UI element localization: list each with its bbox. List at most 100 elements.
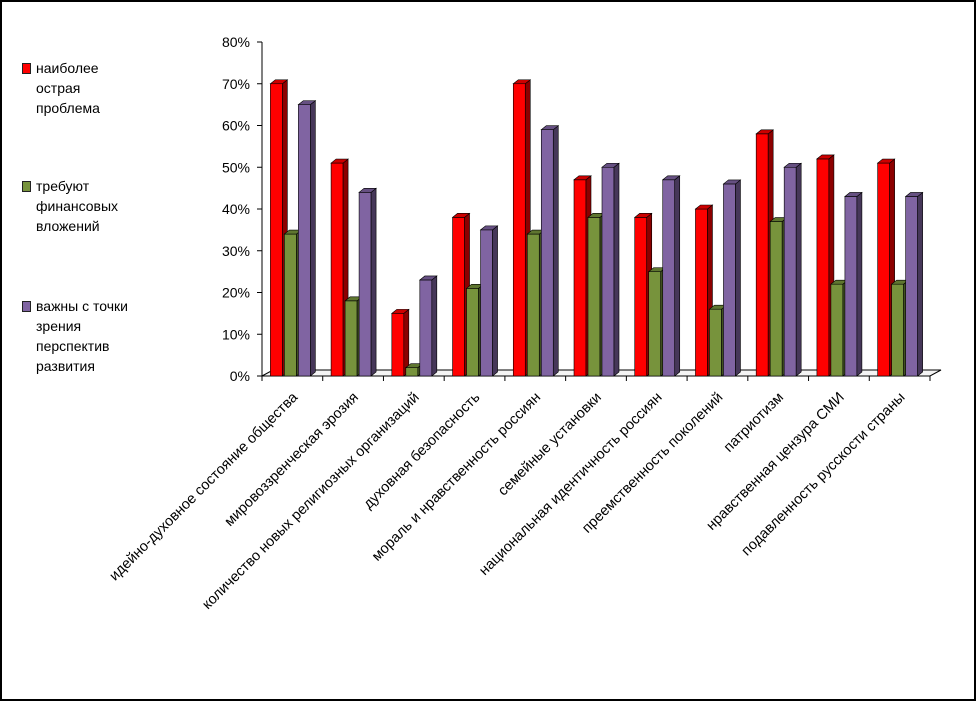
bar: [722, 179, 742, 377]
bar-top: [661, 175, 681, 181]
bar-side: [310, 100, 316, 377]
legend-label: наиболее острая проблема: [36, 60, 100, 116]
bar-front: [601, 166, 615, 377]
bar-front: [844, 196, 858, 377]
bar: [269, 79, 289, 377]
bar-front: [648, 271, 662, 377]
bar-side: [674, 175, 681, 377]
bar: [904, 191, 924, 377]
bar-top: [540, 125, 560, 130]
bar-front: [587, 217, 601, 377]
legend-label: требуют финансовых вложений: [36, 178, 119, 234]
bar-side: [613, 162, 620, 377]
bar-top: [904, 192, 924, 197]
bar-front: [466, 288, 479, 377]
legend-swatch-green: [22, 181, 31, 192]
bar: [661, 175, 681, 377]
bar-front: [769, 221, 783, 377]
bar-top: [694, 204, 714, 210]
x-tick-label: патриотизм: [721, 390, 787, 456]
bar-front: [480, 229, 493, 377]
x-tick-label: духовная безопасность: [361, 390, 484, 513]
bar-side: [492, 225, 498, 377]
bar-top: [418, 275, 438, 281]
bar-top: [844, 192, 863, 197]
bar-top: [755, 129, 775, 135]
bar: [418, 275, 438, 377]
bar-front: [512, 83, 526, 377]
bar-front: [634, 217, 648, 377]
bar-front: [344, 300, 358, 377]
bar-top: [358, 188, 377, 193]
bar-front: [358, 192, 372, 377]
bar-front: [877, 162, 890, 377]
bar-top: [573, 175, 592, 181]
bar-top: [479, 225, 499, 231]
bar: [816, 154, 835, 377]
bar-top: [451, 213, 471, 218]
x-tick-label: семейные установки: [495, 390, 605, 500]
bar-front: [709, 308, 722, 377]
bar-top: [390, 309, 410, 314]
chart-bars: [269, 79, 924, 377]
y-tick-label: 70%: [222, 76, 250, 92]
bar-top: [783, 162, 803, 168]
bar-side: [552, 125, 559, 377]
y-tick-label: 10%: [222, 326, 250, 342]
bar-side: [431, 275, 438, 377]
bar-top: [601, 162, 620, 168]
bar: [783, 162, 803, 377]
y-tick-label: 30%: [222, 243, 250, 259]
bar-front: [419, 279, 433, 377]
y-tick-label: 20%: [222, 285, 250, 301]
bar-front: [270, 83, 283, 377]
bar-front: [816, 158, 830, 377]
bar-front: [891, 283, 904, 377]
bar-side: [856, 191, 863, 377]
bar-front: [540, 129, 554, 377]
y-tick-label: 60%: [222, 118, 250, 134]
bar-front: [330, 162, 344, 377]
bar-top: [330, 158, 349, 164]
bar-top: [512, 79, 532, 85]
bar-front: [662, 179, 676, 377]
bar-top: [722, 179, 742, 185]
bar-front: [405, 367, 419, 377]
bar-top: [876, 158, 896, 164]
bar-front: [573, 179, 587, 377]
bar-front: [391, 313, 405, 377]
bar-front: [830, 283, 844, 377]
bar: [540, 125, 560, 377]
legend-label: важны с точки зрения перспектив развития: [36, 298, 128, 374]
bar-front: [284, 233, 297, 377]
bar-side: [795, 162, 802, 377]
bar: [479, 225, 499, 377]
bar-front: [298, 104, 311, 377]
bar-top: [816, 154, 835, 160]
y-tick-label: 80%: [222, 34, 250, 50]
y-tick-label: 0%: [230, 368, 250, 384]
bar-side: [917, 191, 923, 377]
bar: [601, 162, 620, 377]
bar-front: [695, 208, 708, 377]
bar: [694, 204, 714, 377]
bar: [390, 308, 410, 377]
bar-top: [633, 213, 653, 218]
bar-front: [783, 166, 797, 377]
bar: [297, 100, 317, 377]
bar-top: [297, 100, 317, 105]
bar-front: [755, 133, 769, 377]
x-tick-label: количество новых религиозных организаций: [199, 390, 422, 613]
bar-front: [452, 217, 465, 377]
bar-front: [526, 233, 540, 377]
bar-side: [370, 187, 377, 377]
bar-front: [905, 196, 918, 377]
legend-swatch-red: [22, 63, 31, 74]
bar-side: [735, 179, 741, 377]
bar: [844, 191, 863, 377]
y-tick-label: 40%: [222, 201, 250, 217]
bar-front: [723, 183, 736, 377]
y-tick-label: 50%: [222, 159, 250, 175]
